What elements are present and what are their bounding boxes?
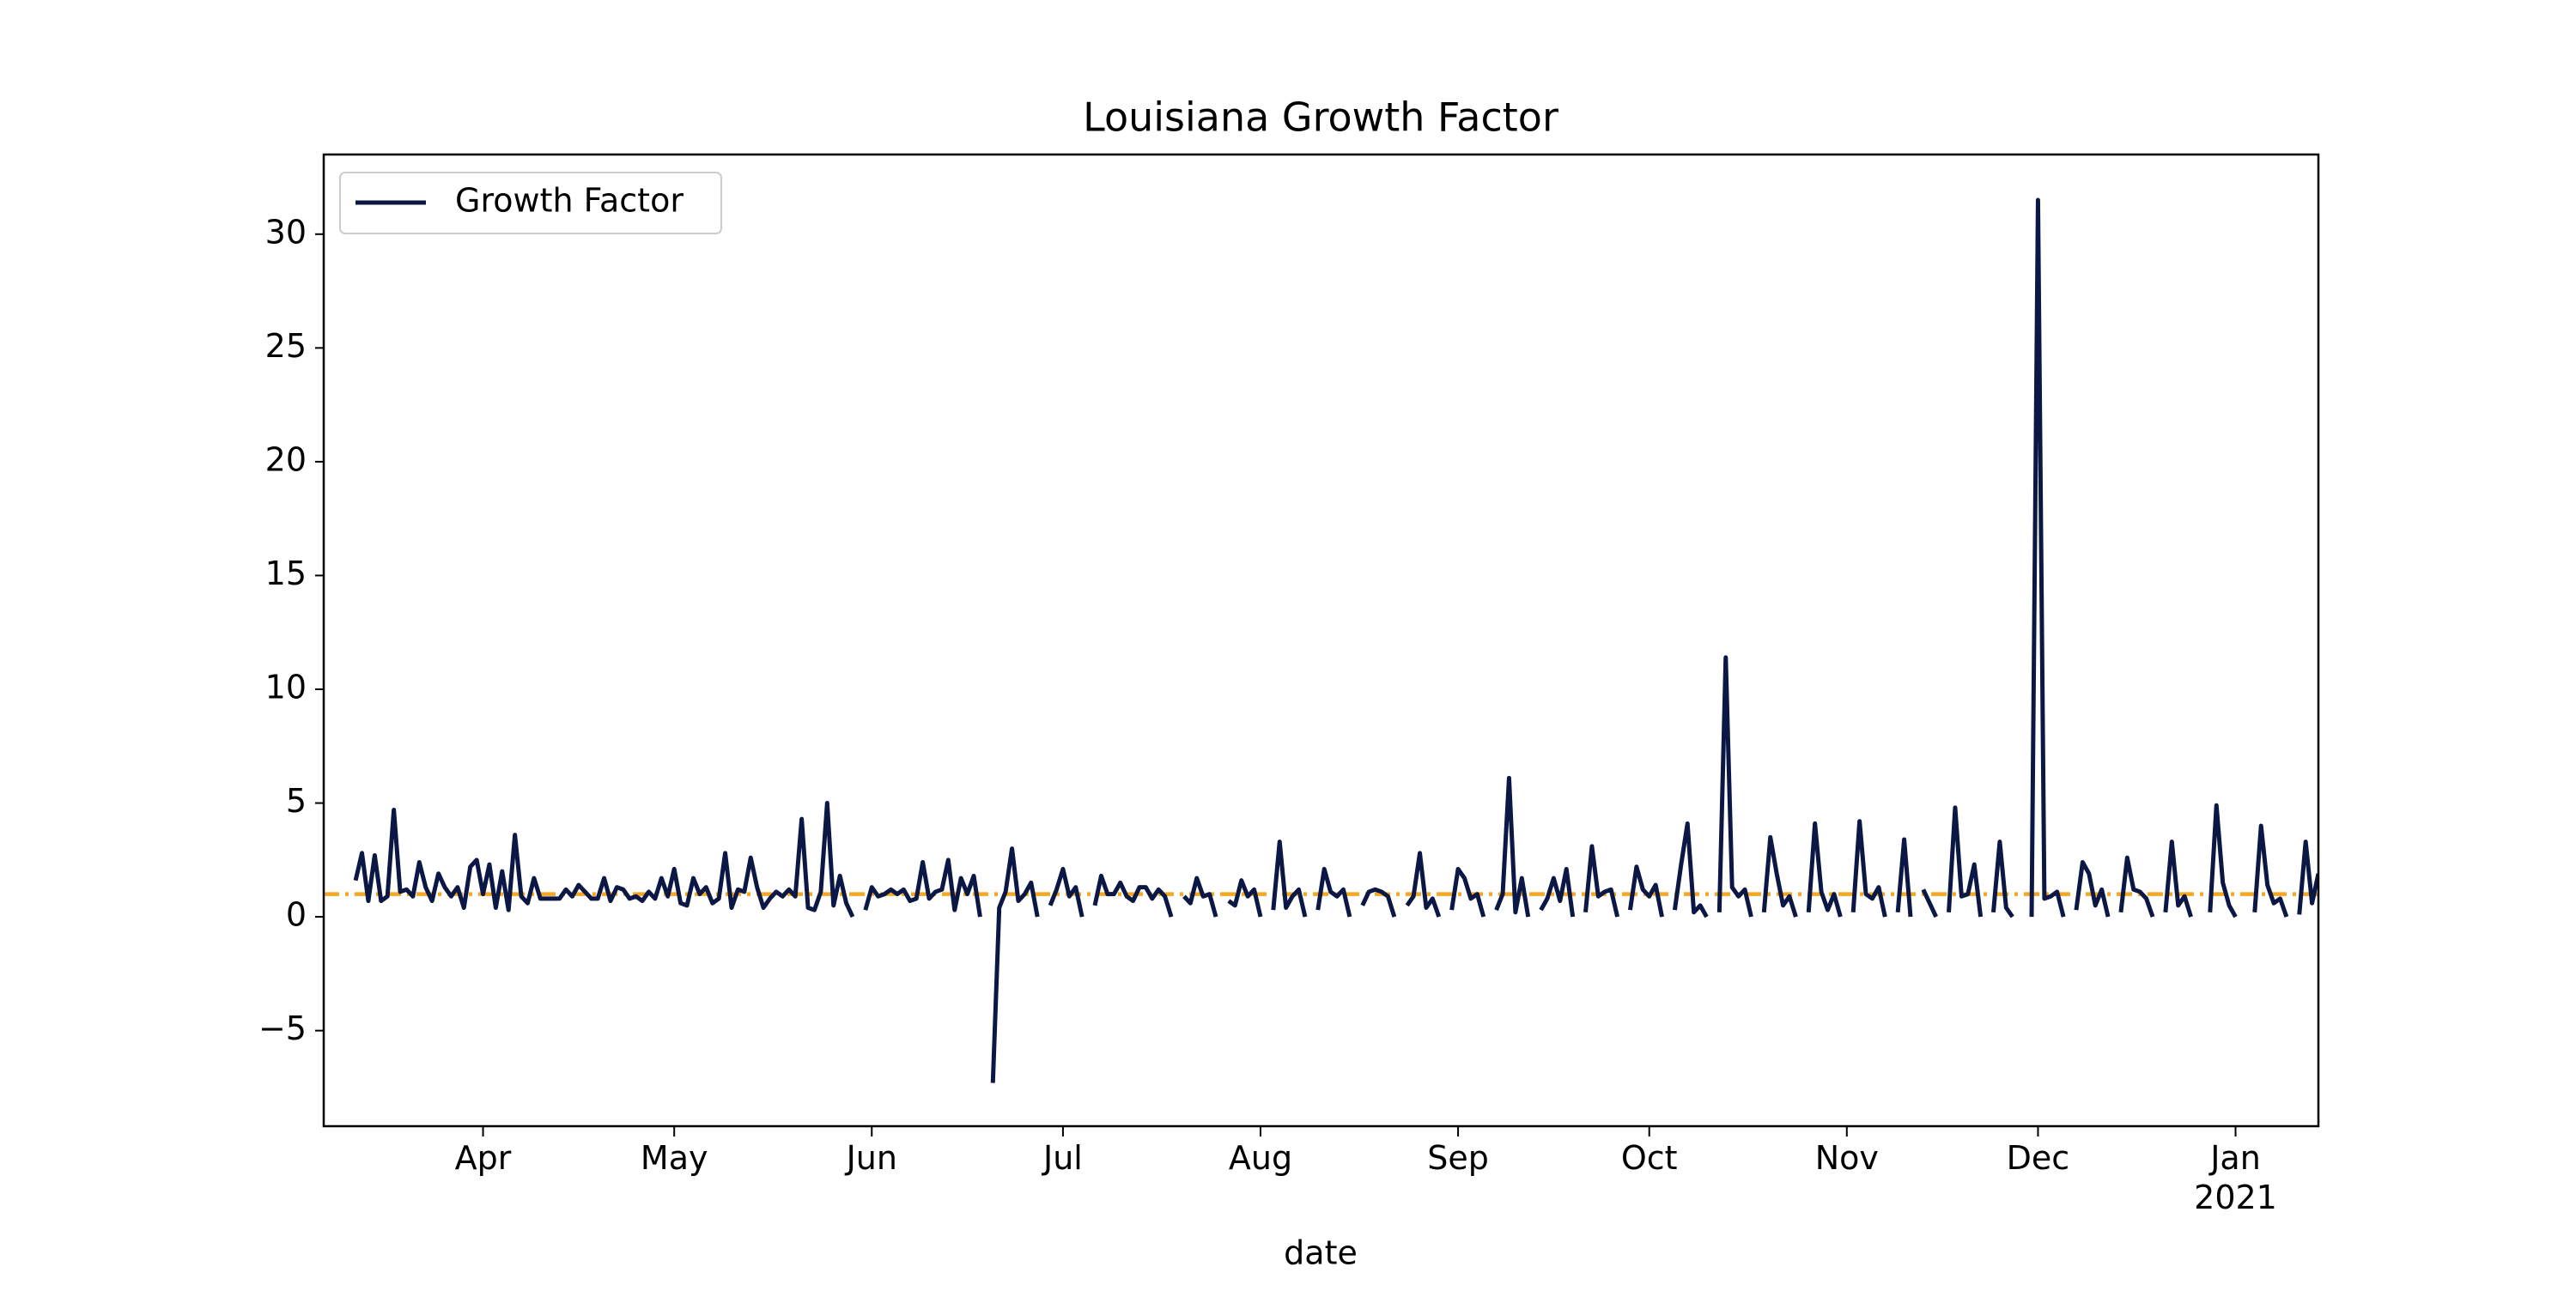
- x-tick-label: Jul: [1042, 1139, 1083, 1177]
- x-tick-label: Apr: [455, 1139, 512, 1177]
- plot-frame: [322, 153, 2320, 1128]
- x-tick-label: Oct: [1621, 1139, 1678, 1177]
- x-axis-label: date: [1284, 1234, 1358, 1272]
- y-tick-label: 0: [286, 896, 307, 934]
- x-tick-label: Aug: [1229, 1139, 1292, 1177]
- x-tick-label: May: [641, 1139, 708, 1177]
- data-line: [353, 197, 2318, 1083]
- x-tick-label: Sep: [1427, 1139, 1489, 1177]
- chart-title: Louisiana Growth Factor: [1083, 94, 1558, 141]
- legend-label: Growth Factor: [455, 182, 683, 220]
- x-tick-label: Nov: [1815, 1139, 1879, 1177]
- y-tick-label: 30: [265, 213, 307, 251]
- y-tick-label: 10: [265, 668, 307, 706]
- y-tick-label: −5: [258, 1009, 307, 1047]
- y-tick-label: 5: [286, 782, 307, 820]
- x-tick-label: Jun: [845, 1139, 897, 1177]
- y-tick-label: 15: [265, 555, 307, 592]
- y-tick-label: 20: [265, 440, 307, 478]
- x-tick-label: Dec: [2007, 1139, 2070, 1177]
- y-tick-label: 25: [265, 327, 307, 365]
- x-tick-label: Jan 2021: [2194, 1139, 2277, 1216]
- legend-box: [339, 172, 722, 234]
